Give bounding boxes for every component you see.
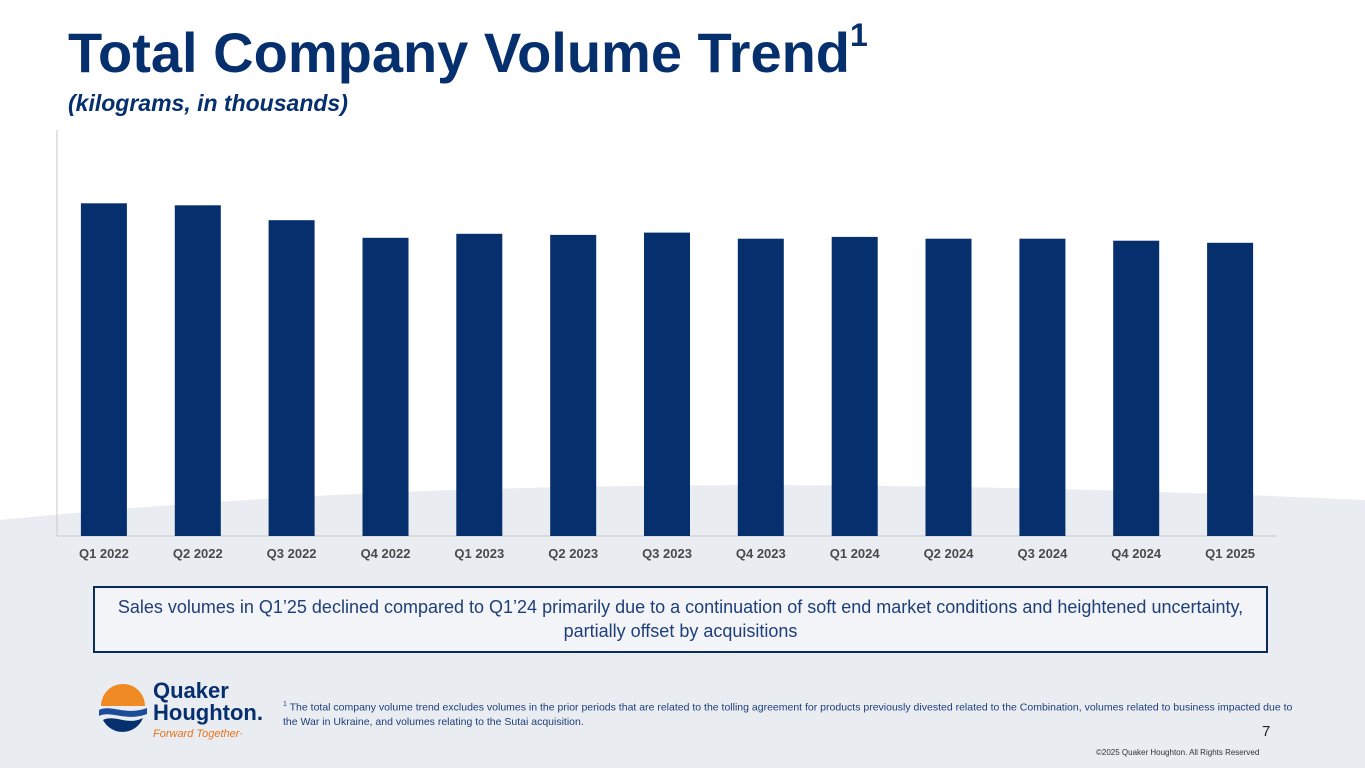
bar-q3-2022 [268, 220, 315, 536]
x-tick-label: Q2 2023 [548, 546, 598, 561]
x-tick-label: Q4 2022 [361, 546, 411, 561]
x-tick-label: Q1 2023 [454, 546, 504, 561]
x-tick-label: Q2 2022 [173, 546, 223, 561]
copyright-notice: ©2025 Quaker Houghton. All Rights Reserv… [1096, 748, 1260, 757]
page-subtitle: (kilograms, in thousands) [68, 90, 348, 116]
x-tick-label: Q4 2023 [736, 546, 786, 561]
x-tick-label: Q4 2024 [1111, 546, 1162, 561]
page-title: Total Company Volume Trend1 [68, 18, 868, 84]
logo-line-1: Quaker [153, 678, 229, 703]
title-superscript: 1 [850, 17, 868, 54]
logo-tagline: Forward Together· [153, 728, 244, 740]
bar-q4-2022 [362, 237, 409, 537]
bar-q3-2023 [644, 232, 690, 536]
bar-q3-2024 [1019, 238, 1066, 536]
title-text: Total Company Volume Trend [68, 21, 851, 84]
footnote: 1 The total company volume trend exclude… [283, 698, 1298, 729]
page-number: 7 [1262, 723, 1271, 740]
bar-q1-2022 [80, 203, 127, 537]
bar-q1-2024 [831, 236, 878, 536]
logo-line-2: Houghton. [153, 700, 263, 725]
x-tick-label: Q1 2024 [830, 546, 881, 561]
x-tick-label: Q3 2024 [1017, 546, 1068, 561]
callout-text: Sales volumes in Q1’25 declined compared… [117, 597, 1244, 641]
company-logo: Quaker Houghton. Forward Together· [95, 680, 265, 744]
bar-q1-2025 [1207, 242, 1254, 537]
x-tick-label: Q2 2024 [924, 546, 975, 561]
bar-q2-2024 [925, 238, 972, 536]
x-tick-label: Q1 2022 [79, 546, 129, 561]
footnote-marker: 1 [283, 701, 287, 708]
bar-q2-2022 [174, 205, 221, 537]
bar-q4-2023 [737, 238, 784, 536]
volume-bar-chart: Q1 2022 Q2 2022 Q3 2022 Q4 2022 Q1 2023 Q2 20… [56, 130, 1277, 561]
x-tick-label: Q1 2025 [1205, 546, 1255, 561]
bar-q1-2023 [456, 233, 503, 537]
x-tick-label: Q3 2022 [267, 546, 317, 561]
x-tick-label: Q3 2023 [642, 546, 692, 561]
summary-callout: Sales volumes in Q1’25 declined compared… [93, 586, 1268, 653]
bar-q4-2024 [1113, 240, 1160, 536]
bar-q2-2023 [550, 234, 597, 536]
logo-wordmark: Quaker Houghton. [153, 680, 263, 724]
footnote-text: The total company volume trend excludes … [283, 701, 1293, 728]
logo-mark-icon [99, 684, 147, 732]
